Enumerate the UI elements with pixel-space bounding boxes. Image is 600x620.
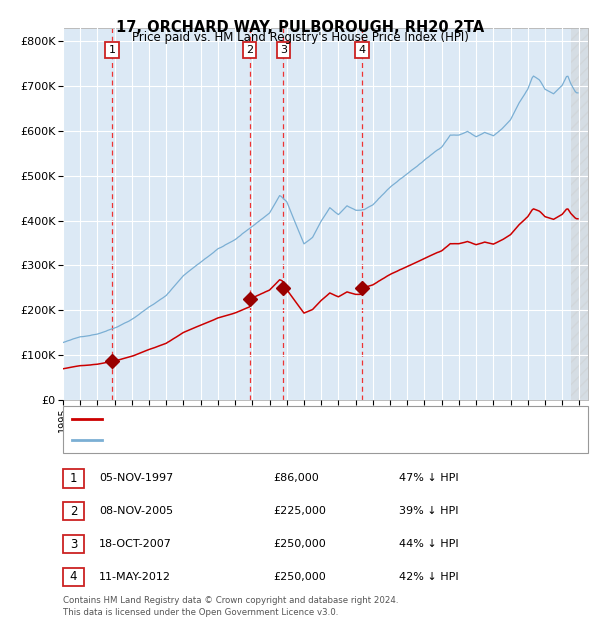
- Bar: [571, 28, 588, 400]
- Text: £250,000: £250,000: [273, 572, 326, 582]
- Text: 42% ↓ HPI: 42% ↓ HPI: [399, 572, 458, 582]
- Text: 05-NOV-1997: 05-NOV-1997: [99, 473, 173, 484]
- Text: 11-MAY-2012: 11-MAY-2012: [99, 572, 171, 582]
- Text: 2: 2: [246, 45, 253, 55]
- Text: Price paid vs. HM Land Registry's House Price Index (HPI): Price paid vs. HM Land Registry's House …: [131, 31, 469, 44]
- Text: 44% ↓ HPI: 44% ↓ HPI: [399, 539, 458, 549]
- Text: £86,000: £86,000: [273, 473, 319, 484]
- Text: 2: 2: [70, 505, 77, 518]
- Text: 1: 1: [109, 45, 116, 55]
- Text: 47% ↓ HPI: 47% ↓ HPI: [399, 473, 458, 484]
- Text: £250,000: £250,000: [273, 539, 326, 549]
- Text: 4: 4: [358, 45, 365, 55]
- Text: 1: 1: [70, 472, 77, 485]
- Text: £225,000: £225,000: [273, 506, 326, 516]
- Text: 3: 3: [280, 45, 287, 55]
- Text: 4: 4: [70, 570, 77, 583]
- Text: Contains HM Land Registry data © Crown copyright and database right 2024.
This d: Contains HM Land Registry data © Crown c…: [63, 596, 398, 618]
- Text: 18-OCT-2007: 18-OCT-2007: [99, 539, 172, 549]
- Text: HPI: Average price, detached house, Horsham: HPI: Average price, detached house, Hors…: [108, 435, 348, 445]
- Text: 08-NOV-2005: 08-NOV-2005: [99, 506, 173, 516]
- Text: 39% ↓ HPI: 39% ↓ HPI: [399, 506, 458, 516]
- Text: 17, ORCHARD WAY, PULBOROUGH, RH20 2TA: 17, ORCHARD WAY, PULBOROUGH, RH20 2TA: [116, 20, 484, 35]
- Text: 3: 3: [70, 538, 77, 551]
- Text: 17, ORCHARD WAY, PULBOROUGH, RH20 2TA (detached house): 17, ORCHARD WAY, PULBOROUGH, RH20 2TA (d…: [108, 414, 438, 424]
